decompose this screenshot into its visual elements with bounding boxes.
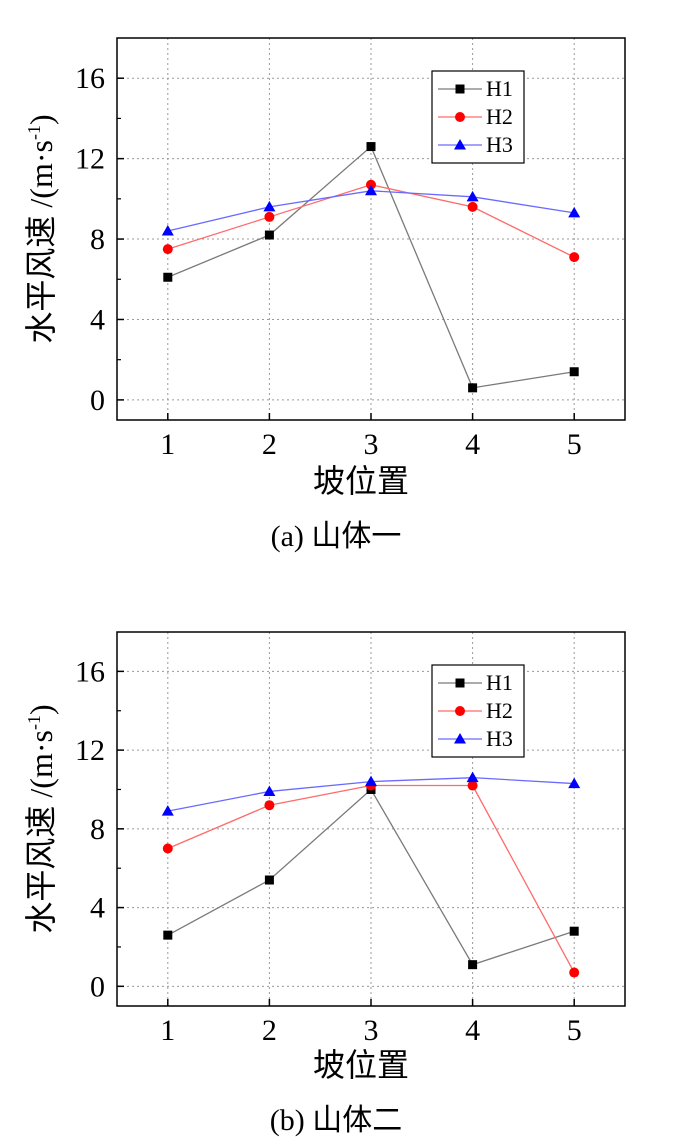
- x-tick-label: 4: [465, 428, 480, 461]
- data-point: [162, 843, 173, 854]
- x-tick-label: 5: [567, 428, 582, 461]
- legend-marker: [455, 112, 465, 122]
- data-point: [365, 184, 377, 196]
- x-tick-label: 5: [567, 1014, 582, 1047]
- data-point: [263, 200, 276, 212]
- y-tick-label: 12: [75, 143, 105, 176]
- data-point: [161, 225, 174, 236]
- data-point: [263, 785, 276, 796]
- chart-caption: (a) 山体一: [271, 520, 402, 553]
- y-tick-label: 12: [75, 734, 105, 767]
- x-tick-label: 3: [364, 428, 379, 461]
- x-tick-label: 3: [364, 1014, 379, 1047]
- legend-marker: [455, 84, 465, 94]
- data-point: [466, 190, 479, 202]
- chart-caption: (b) 山体二: [270, 1104, 402, 1137]
- data-point: [468, 960, 478, 970]
- y-tick-label: 0: [90, 384, 105, 417]
- data-point: [467, 201, 478, 212]
- x-tick-label: 4: [465, 1014, 480, 1047]
- data-point: [163, 272, 173, 282]
- y-tick-label: 8: [90, 813, 105, 846]
- y-tick-label: 16: [75, 655, 105, 688]
- data-point: [569, 252, 580, 263]
- ticks: [117, 670, 575, 1006]
- series-H1: [163, 142, 579, 393]
- legend-label: H3: [486, 726, 513, 751]
- y-tick-label: 8: [90, 223, 105, 256]
- data-point: [365, 775, 377, 787]
- x-axis-title: 坡位置: [313, 463, 409, 499]
- data-point: [568, 777, 581, 789]
- data-point: [569, 967, 580, 978]
- data-point: [366, 179, 376, 190]
- data-point: [162, 244, 173, 255]
- legend: H1 H2 H3: [431, 664, 525, 758]
- x-tick-label: 1: [160, 1014, 175, 1047]
- legend-label: H1: [486, 76, 513, 101]
- series-H2: [162, 179, 580, 263]
- data-point: [163, 930, 173, 940]
- series-line: [167, 184, 575, 258]
- x-tick-label: 1: [160, 428, 175, 461]
- y-axis-title: 水平风速 /(m·s-1): [23, 114, 59, 343]
- gridlines: [117, 632, 625, 1006]
- legend-label: H2: [486, 104, 513, 129]
- y-tick-label: 4: [90, 892, 105, 925]
- data-point: [569, 926, 579, 936]
- data-point: [568, 206, 581, 218]
- legend-label: H2: [486, 698, 513, 723]
- y-tick-label: 0: [90, 970, 105, 1003]
- x-axis-title: 坡位置: [313, 1047, 409, 1083]
- legend-marker: [455, 706, 465, 716]
- x-tick-label: 2: [262, 1014, 277, 1047]
- legend-marker: [455, 678, 465, 688]
- legend-label: H1: [486, 670, 513, 695]
- y-tick-label: 16: [75, 62, 105, 95]
- data-point: [264, 230, 274, 240]
- data-point: [466, 771, 479, 783]
- legend-marker: [454, 139, 466, 150]
- y-tick-label: 4: [90, 303, 105, 336]
- data-point: [264, 800, 275, 811]
- data-point: [366, 142, 376, 152]
- legend-label: H3: [486, 132, 513, 157]
- gridlines: [117, 38, 625, 420]
- data-point: [569, 367, 579, 377]
- series-H3: [161, 771, 581, 816]
- x-tick-label: 2: [262, 428, 277, 461]
- data-point: [161, 805, 174, 816]
- legend: H1 H2 H3: [431, 70, 525, 164]
- data-point: [264, 211, 275, 222]
- y-axis-title: 水平风速 /(m·s-1): [23, 704, 59, 933]
- data-point: [468, 383, 478, 393]
- ticks: [117, 77, 575, 420]
- series-H3: [161, 184, 581, 236]
- data-point: [467, 780, 478, 791]
- data-point: [264, 875, 274, 885]
- legend-marker: [454, 733, 466, 744]
